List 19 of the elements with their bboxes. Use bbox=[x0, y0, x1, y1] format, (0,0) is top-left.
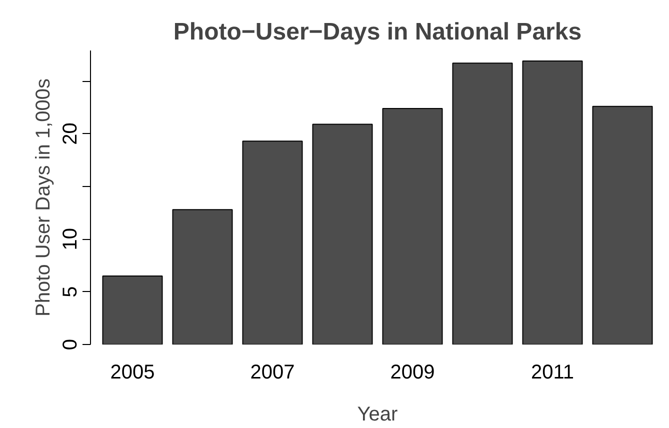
bar bbox=[522, 60, 583, 344]
bar bbox=[242, 140, 303, 344]
chart-title: Photo−User−Days in National Parks bbox=[173, 18, 582, 46]
bar bbox=[452, 62, 513, 344]
x-tick-label: 2005 bbox=[110, 362, 155, 384]
y-axis-title: Photo User Days in 1,000s bbox=[32, 78, 54, 316]
y-tick-label: 20 bbox=[60, 122, 82, 145]
bar bbox=[312, 124, 373, 344]
x-axis-title: Year bbox=[357, 404, 398, 426]
y-tick-label: 0 bbox=[60, 338, 82, 350]
bar bbox=[172, 209, 233, 344]
bar bbox=[592, 106, 653, 344]
x-tick-label: 2007 bbox=[250, 362, 295, 384]
bar bbox=[382, 108, 443, 344]
bar bbox=[102, 276, 163, 344]
y-tick-label: 10 bbox=[60, 228, 82, 250]
y-tick-label: 5 bbox=[60, 286, 82, 298]
x-tick-label: 2009 bbox=[390, 362, 435, 384]
x-tick-label: 2011 bbox=[530, 362, 574, 384]
